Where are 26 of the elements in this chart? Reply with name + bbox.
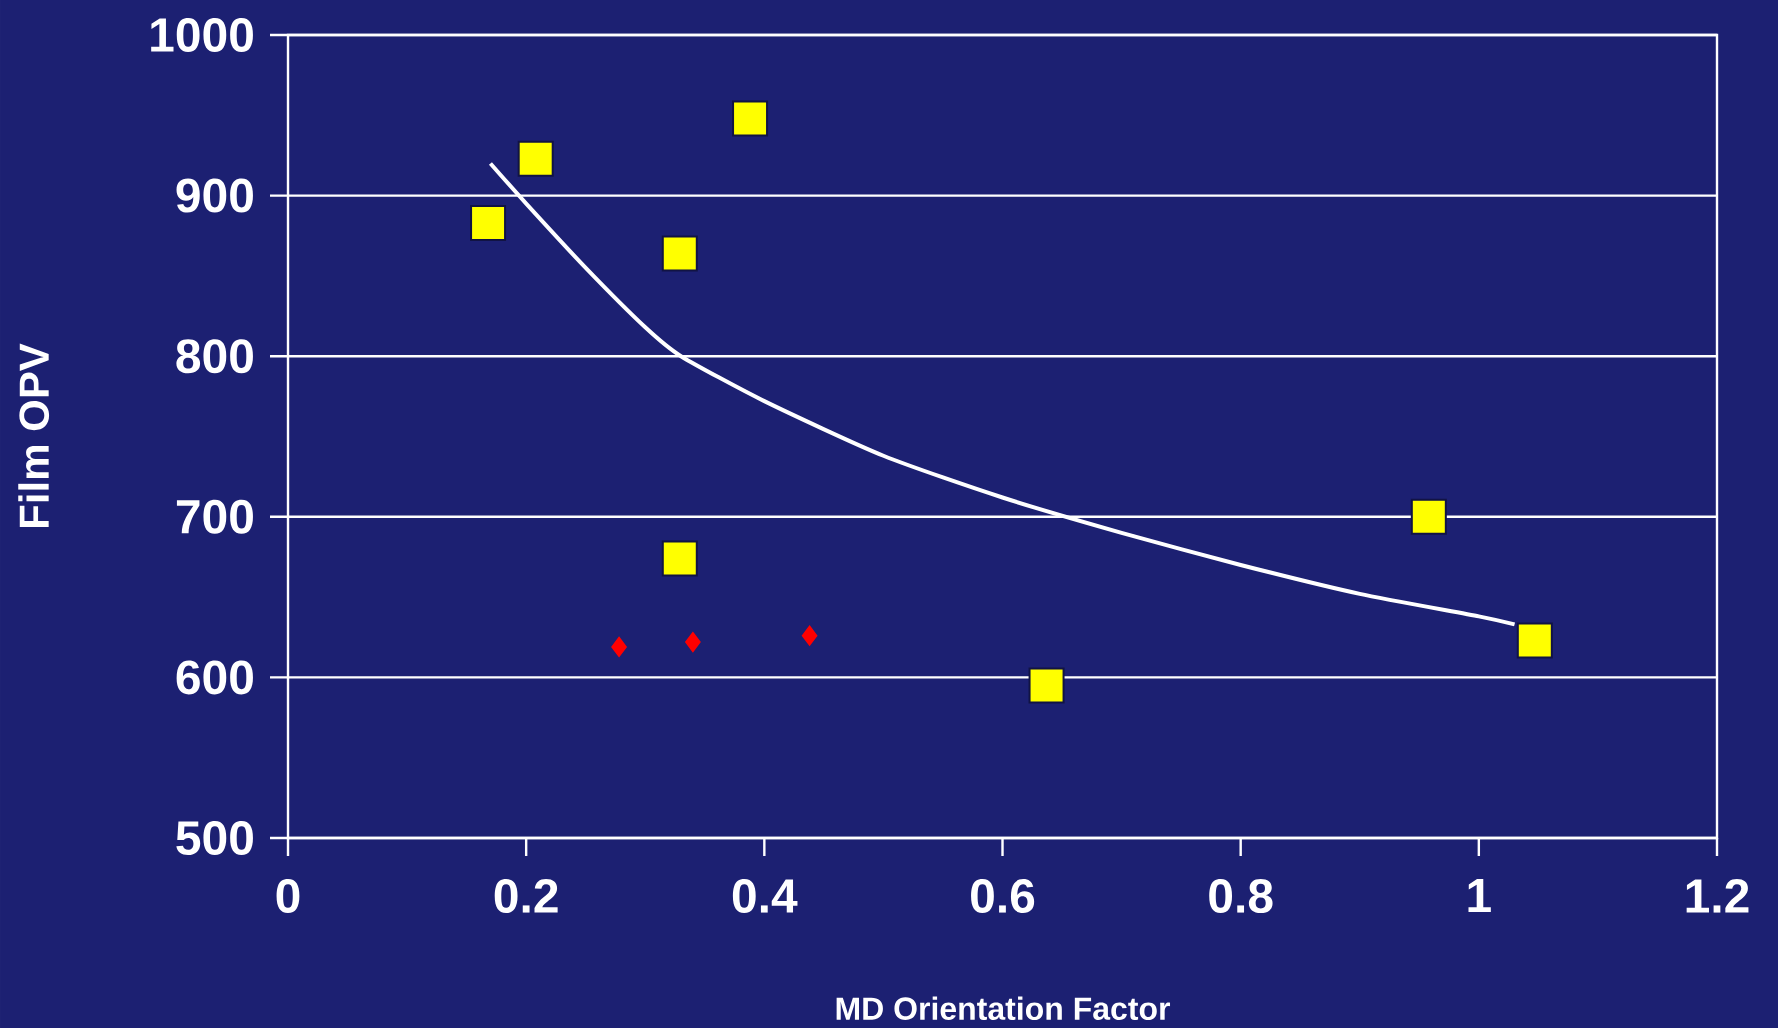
point (801, 625, 818, 646)
x-tick-label: 0.8 (1209, 879, 1273, 914)
point (661, 235, 698, 272)
point (1028, 667, 1065, 704)
x-tick-label: 1.2 (1686, 879, 1749, 913)
y-tick-label: 700 (176, 499, 253, 534)
point (661, 540, 698, 577)
x-tick-label: 0.2 (494, 879, 558, 914)
point (1516, 622, 1553, 659)
point (1410, 498, 1447, 535)
point (611, 636, 627, 657)
y-tick-label: 500 (176, 821, 253, 855)
y-tick-label: 600 (176, 660, 253, 695)
point (732, 100, 769, 137)
point (517, 140, 554, 177)
point (685, 632, 701, 653)
y-tick-label: 800 (176, 339, 253, 374)
x-tick-label: 1 (1468, 879, 1491, 913)
point (470, 204, 507, 241)
x-axis-title: MD Orientation Factor (836, 996, 1171, 1020)
y-tick-label: 900 (176, 178, 253, 213)
y-axis-title: Film OPV (18, 343, 50, 528)
x-tick-label: 0 (276, 879, 300, 914)
x-tick-label: 0.6 (971, 879, 1035, 914)
y-tick-label: 1000 (151, 18, 253, 52)
x-tick-label: 0.4 (732, 879, 798, 914)
